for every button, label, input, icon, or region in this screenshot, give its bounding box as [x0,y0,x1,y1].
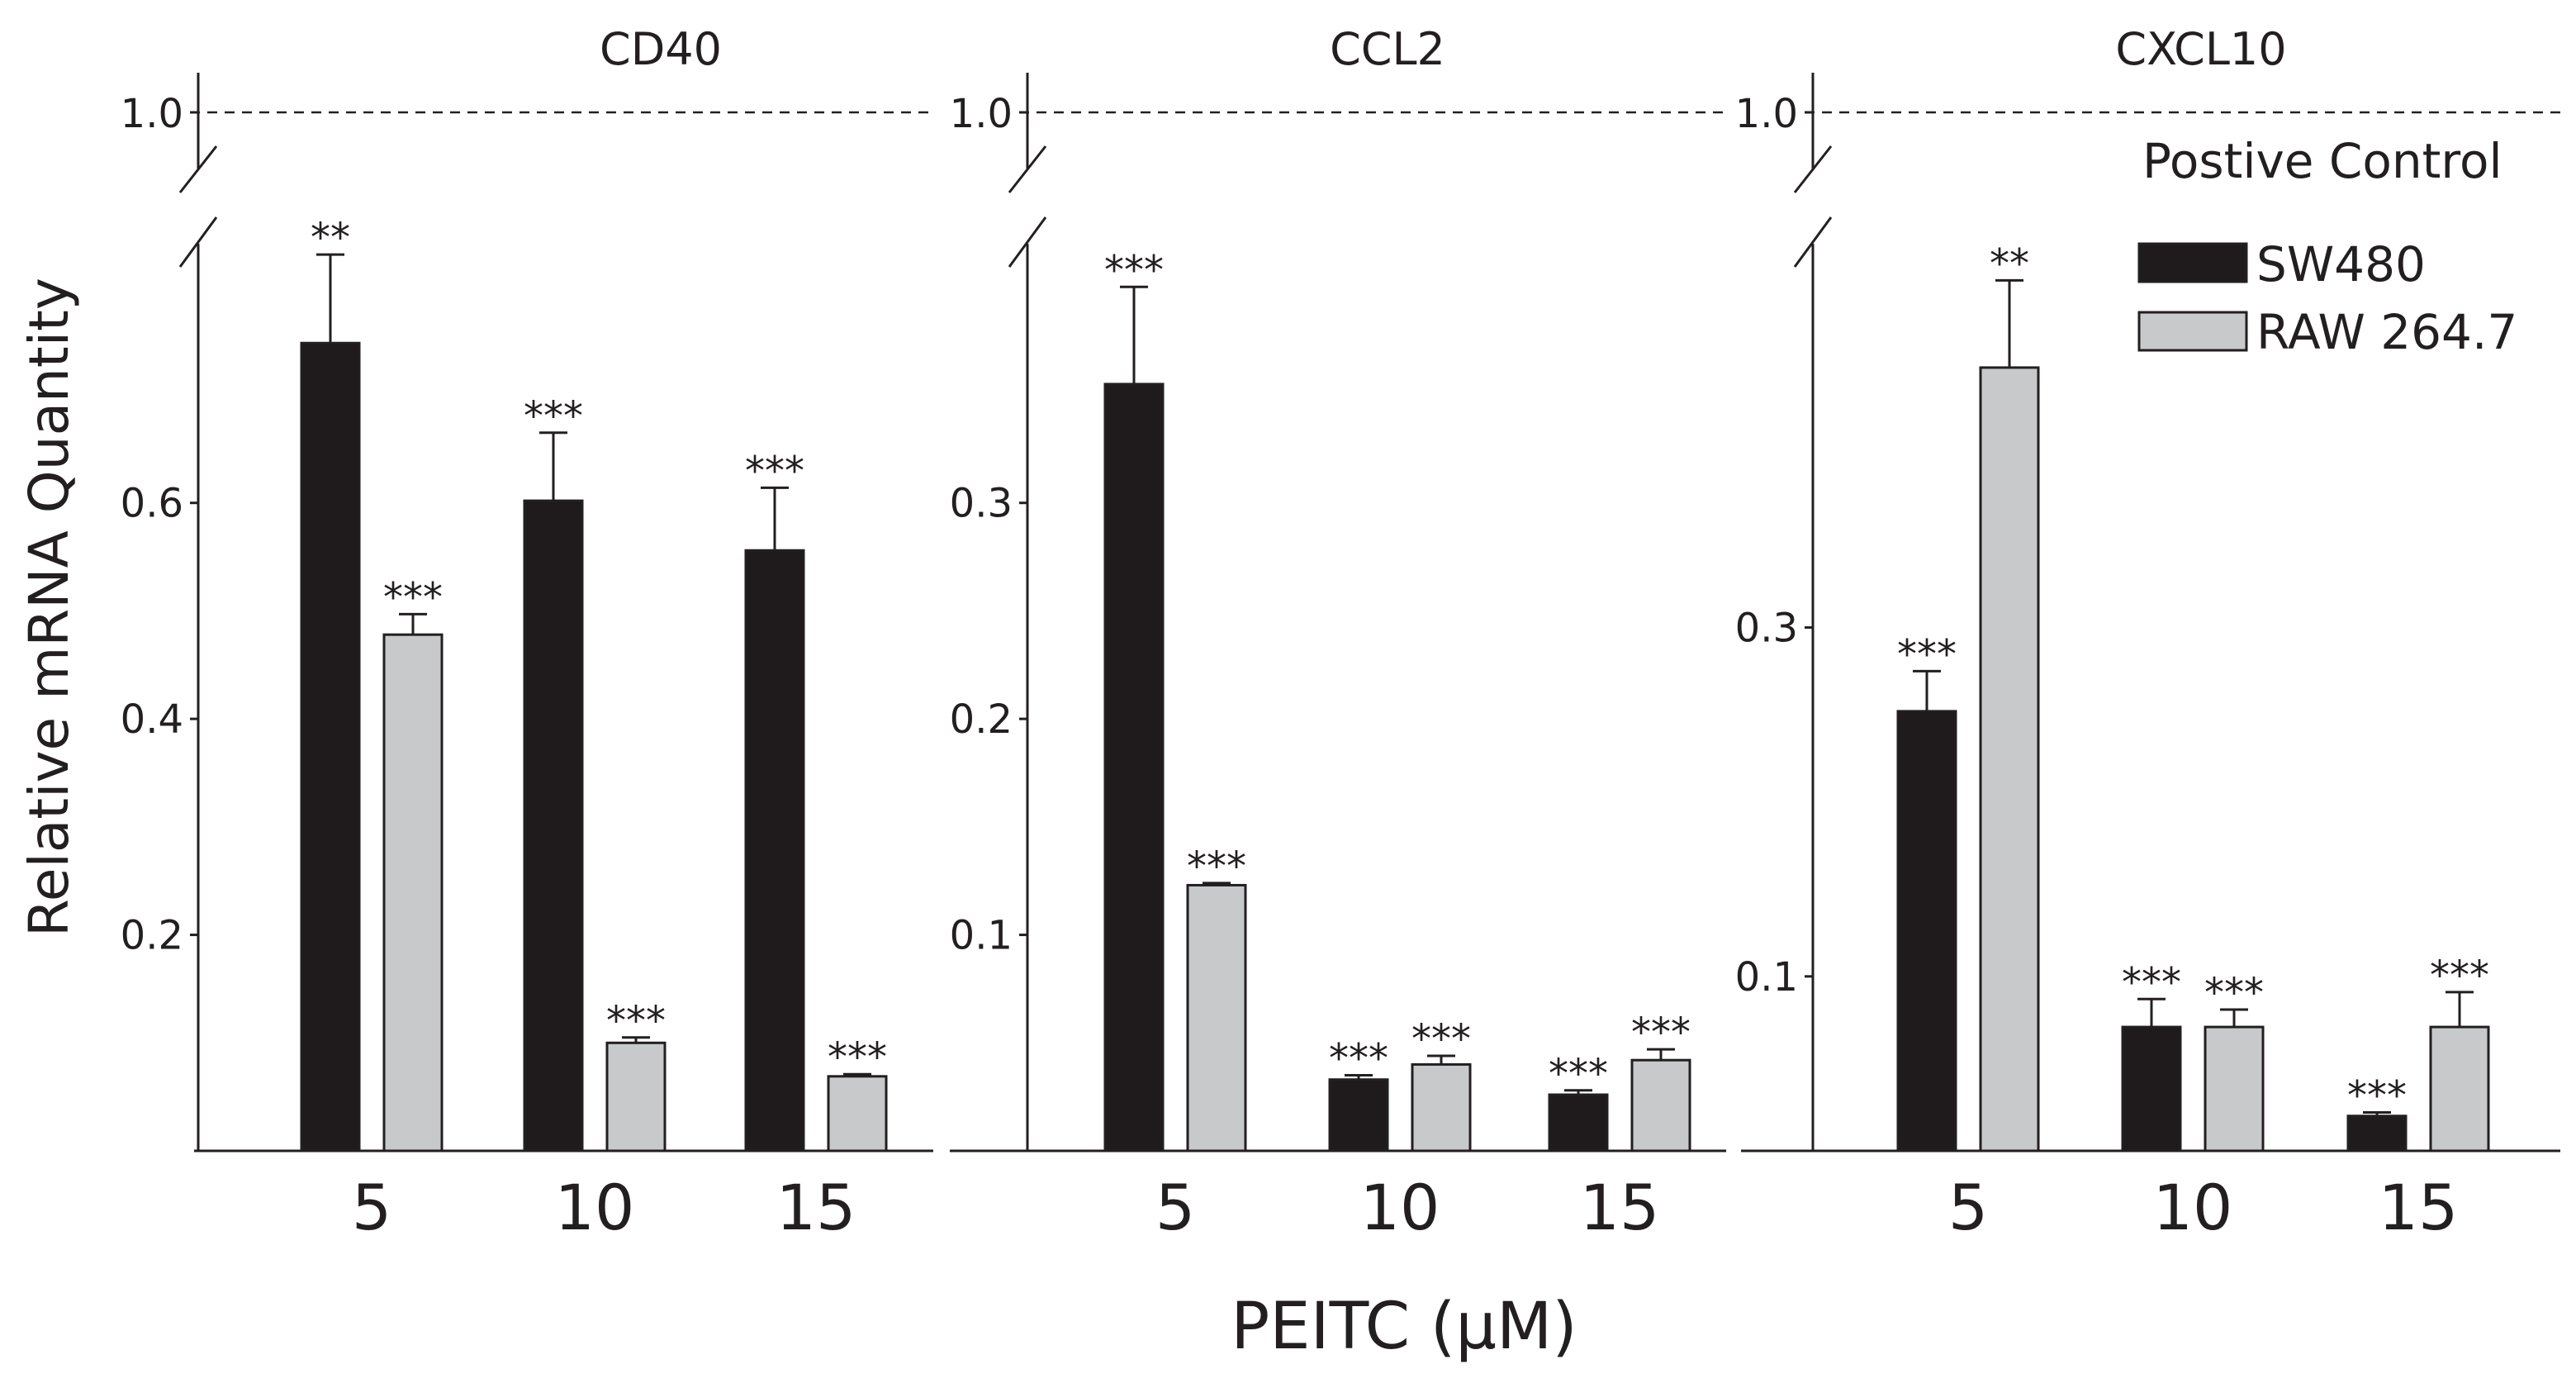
significance-label: *** [745,448,804,494]
x-tick-label: 5 [1155,1171,1195,1244]
panel-ccl2: CCL2 1.0 0.1 0.2 0.3 5 10 15 *** *** *** *** *** *** [950,23,1726,1244]
x-tick-label: 10 [1360,1171,1440,1244]
bar-sw480 [2346,1114,2408,1152]
axis-break-mark-1 [1008,216,1047,268]
y-tick-label: 0.6 [121,481,183,527]
bar-raw264-7 [2204,1025,2265,1152]
x-tick-label: 15 [1580,1171,1660,1244]
bar-raw264-7 [605,1041,667,1152]
panel-title: CD40 [600,23,722,75]
axis-break-mark-1 [178,216,218,268]
significance-label: *** [1411,1016,1471,1062]
axis-break-mark-0 [1793,145,1833,193]
significance-label: *** [1329,1036,1388,1082]
bar-raw264-7 [382,633,444,1152]
significance-label: *** [2122,959,2181,1005]
bar-raw264-7 [827,1075,888,1152]
axis-break-mark-0 [178,145,218,193]
panel-title: CCL2 [1330,23,1445,75]
axis-break-mark-1 [1793,216,1833,268]
y-tick-label: 0.3 [950,481,1013,527]
bar-sw480 [1896,710,1957,1152]
bar-raw264-7 [1411,1062,1472,1152]
significance-label: *** [2430,953,2489,999]
bar-sw480 [300,341,361,1152]
bar-raw264-7 [1979,366,2040,1152]
legend-label-raw: RAW 264.7 [2256,304,2517,360]
significance-label: *** [1631,1010,1691,1056]
significance-label: *** [606,998,666,1044]
x-axis-label: PEITC (μM) [1231,1290,1577,1364]
y-tick-label: 0.1 [1735,954,1798,1000]
significance-label: *** [1104,247,1164,293]
axis-break-mark-0 [1008,145,1047,193]
legend-swatch-sw480 [2137,242,2248,283]
bar-sw480 [744,549,805,1152]
y-tick-label-break: 1.0 [1735,91,1798,137]
x-tick-label: 15 [776,1171,856,1244]
y-tick-label: 0.1 [950,913,1013,959]
bar-sw480 [523,499,584,1152]
significance-label: *** [2347,1073,2407,1119]
panel-title: CXCL10 [2115,23,2286,75]
bar-raw264-7 [1630,1058,1691,1152]
y-tick-label: 0.3 [1735,606,1798,652]
legend: Postive Control SW480 RAW 264.7 [2137,133,2517,360]
bar-sw480 [1103,383,1165,1152]
bar-sw480 [2121,1025,2182,1152]
significance-label: *** [2204,970,2264,1016]
significance-label: *** [383,574,443,620]
significance-label: ** [311,215,350,261]
y-tick-label: 0.2 [950,696,1013,743]
significance-label: *** [1187,844,1246,890]
significance-label: *** [1549,1051,1608,1097]
significance-label: ** [1990,240,2029,287]
y-tick-label-break: 1.0 [950,91,1013,137]
x-tick-label: 10 [555,1171,635,1244]
legend-swatch-raw [2137,311,2248,352]
bar-sw480 [1328,1078,1389,1152]
bar-raw264-7 [1186,883,1247,1152]
x-tick-label: 5 [352,1171,391,1244]
y-axis-label: Relative mRNA Quantity [17,278,81,937]
y-tick-label: 0.2 [121,913,183,959]
legend-label-sw480: SW480 [2256,236,2426,292]
y-tick-label-break: 1.0 [121,91,183,137]
significance-label: *** [828,1034,887,1081]
x-tick-label: 5 [1948,1171,1988,1244]
significance-label: *** [1897,631,1957,677]
y-tick-label: 0.4 [121,696,183,743]
bar-sw480 [1548,1093,1609,1152]
x-tick-label: 15 [2379,1171,2459,1244]
x-tick-label: 10 [2153,1171,2233,1244]
legend-title: Postive Control [2142,133,2502,189]
significance-label: *** [524,393,583,440]
bar-raw264-7 [2429,1025,2490,1152]
